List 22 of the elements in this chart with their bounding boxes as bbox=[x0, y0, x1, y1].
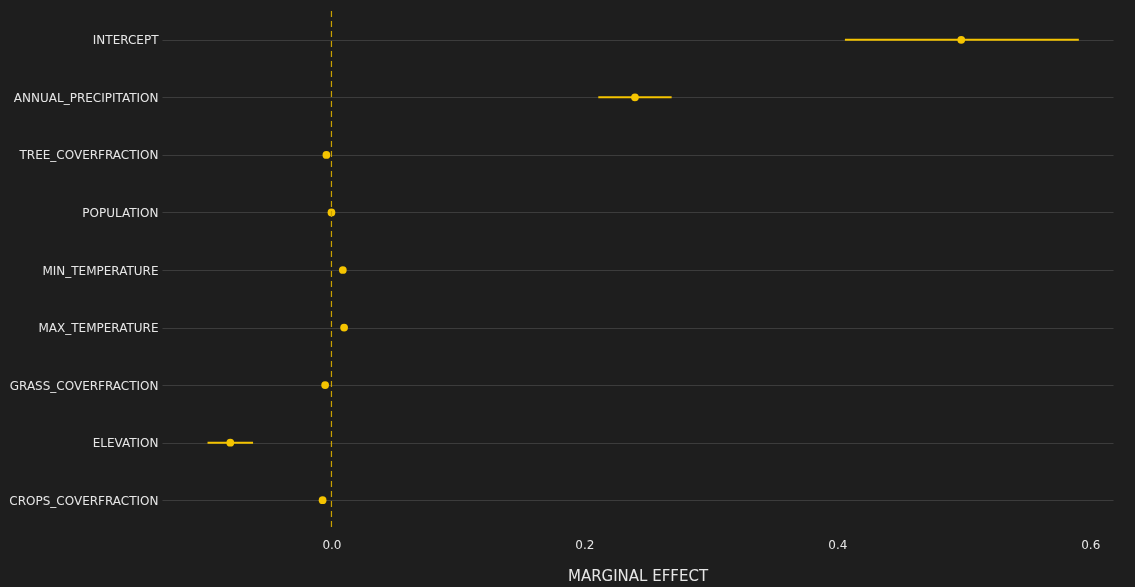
y-tick-label: MIN_TEMPERATURE bbox=[42, 263, 159, 278]
y-tick-label: CROPS_COVERFRACTION bbox=[9, 493, 159, 508]
y-tick-label: ELEVATION bbox=[92, 436, 159, 451]
point bbox=[318, 496, 327, 505]
x-tick-label: 0.4 bbox=[828, 537, 848, 552]
y-tick-label: POPULATION bbox=[82, 205, 159, 220]
point bbox=[957, 35, 966, 44]
y-tick-label: MAX_TEMPERATURE bbox=[38, 321, 159, 336]
point bbox=[321, 381, 330, 389]
point bbox=[226, 438, 235, 447]
x-tick-label: 0.2 bbox=[575, 537, 595, 552]
y-tick-label: GRASS_COVERFRACTION bbox=[9, 378, 159, 393]
y-tick-label: INTERCEPT bbox=[92, 33, 160, 48]
x-axis-title: MARGINAL EFFECT bbox=[567, 566, 709, 585]
x-tick-label: 0.6 bbox=[1081, 537, 1101, 552]
point bbox=[631, 93, 639, 102]
x-tick-label: 0.0 bbox=[322, 537, 342, 552]
y-tick-label: TREE_COVERFRACTION bbox=[18, 148, 159, 163]
point bbox=[338, 266, 347, 274]
point bbox=[322, 151, 331, 159]
point bbox=[340, 323, 348, 332]
y-tick-label: ANNUAL_PRECIPITATION bbox=[13, 90, 159, 105]
